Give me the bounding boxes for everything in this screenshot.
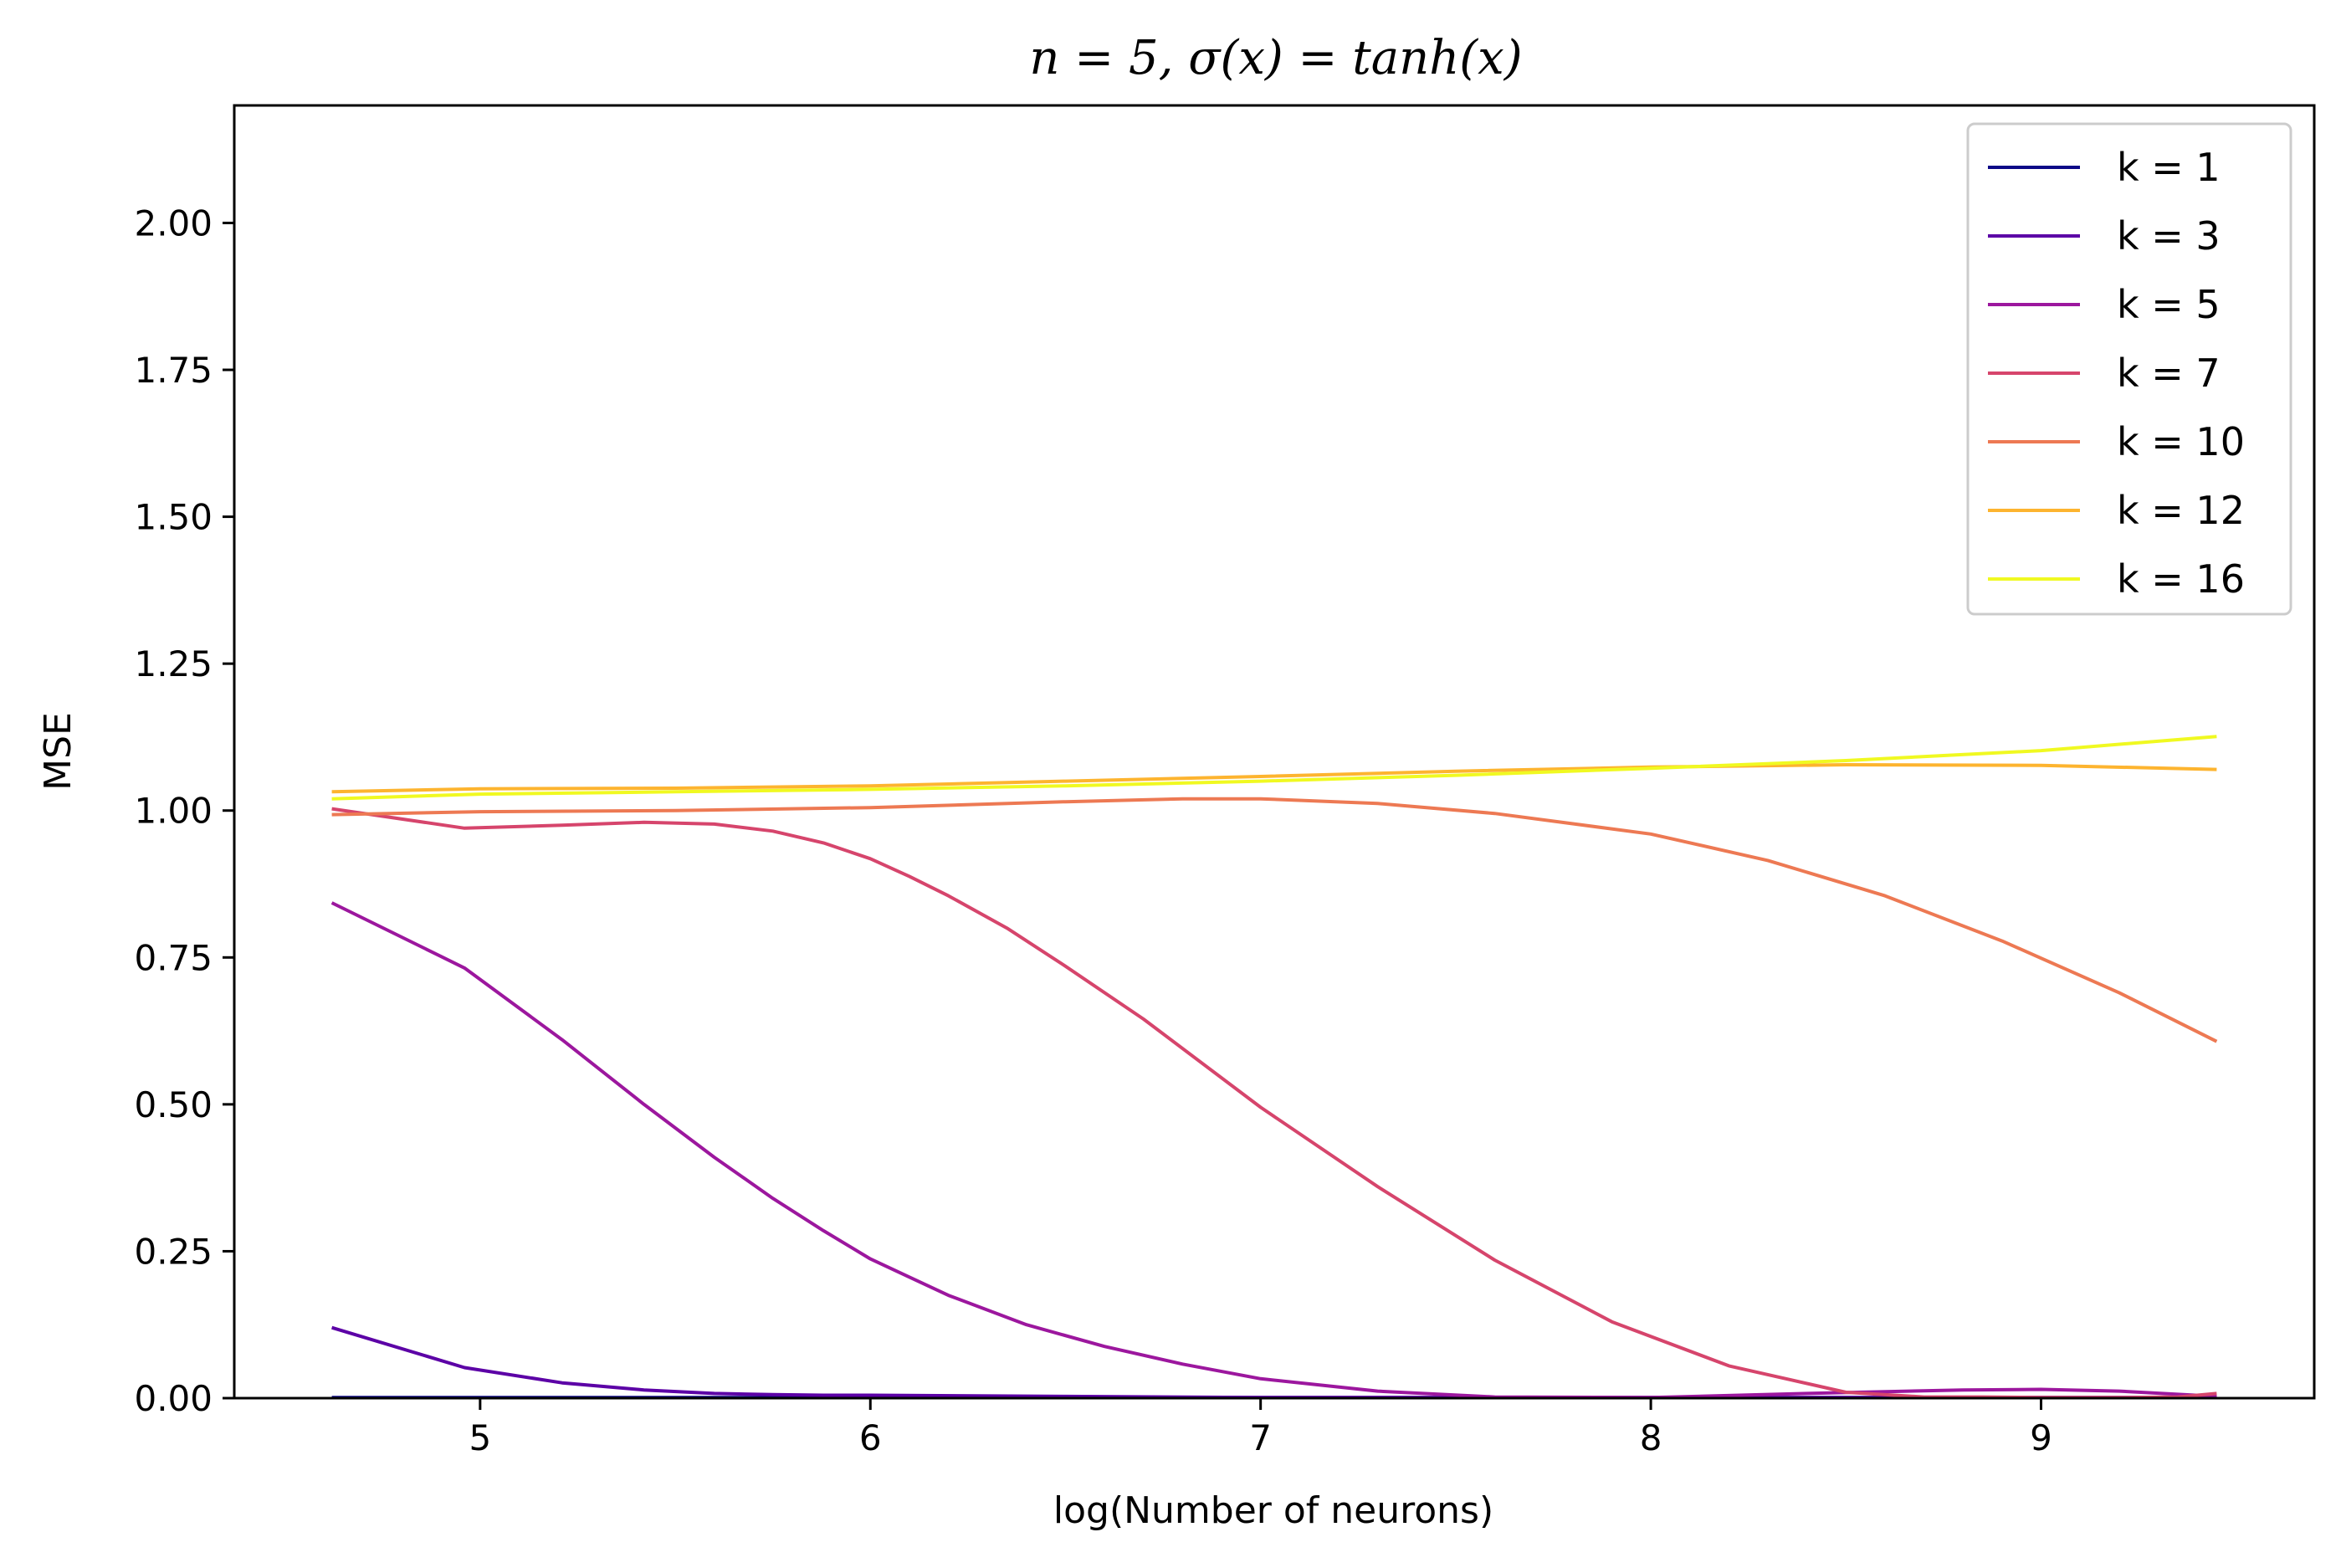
legend-label: k = 16 (2117, 556, 2245, 602)
y-axis-label: MSE (37, 712, 79, 791)
x-tick-label: 7 (1249, 1417, 1272, 1458)
legend-label: k = 12 (2117, 488, 2245, 533)
legend: k = 1 k = 3 k = 5 k = 7 k = 10 k = 12 k = 16 (1966, 122, 2292, 616)
series-line-k-5 (330, 901, 2217, 1398)
series-line-k-16 (331, 735, 2217, 801)
chart-title: n = 5, σ(x) = tanh(x) (1029, 31, 1522, 85)
legend-label: k = 7 (2117, 351, 2221, 396)
legend-box (1966, 122, 2292, 616)
y-tick-label: 2.00 (134, 202, 213, 243)
y-tick-label: 0.75 (134, 937, 213, 978)
y-tick-label: 1.00 (134, 791, 213, 832)
y-tick-label: 1.50 (134, 497, 213, 538)
series-line-k-7 (331, 807, 2217, 1398)
y-tick-label: 1.25 (134, 643, 213, 684)
series-line-k-10 (331, 797, 2218, 1043)
y-tick-label: 0.50 (134, 1084, 213, 1125)
x-tick-label: 9 (2030, 1417, 2052, 1458)
legend-label: k = 10 (2117, 419, 2245, 464)
series-line-k-3 (331, 1325, 2217, 1398)
plot-area-frame (233, 104, 2316, 1400)
series-line-k-12 (331, 763, 2217, 794)
legend-label: k = 5 (2117, 282, 2221, 327)
legend-label: k = 1 (2117, 145, 2221, 190)
x-tick-label: 8 (1640, 1417, 1662, 1458)
legend-label: k = 3 (2117, 213, 2221, 259)
x-tick-label: 6 (859, 1417, 882, 1458)
y-tick-label: 1.75 (134, 350, 213, 391)
y-tick-label: 0.00 (134, 1378, 213, 1419)
y-tick-label: 0.25 (134, 1231, 213, 1272)
x-axis-label: log(Number of neurons) (1053, 1489, 1493, 1532)
x-tick-label: 5 (469, 1417, 491, 1458)
